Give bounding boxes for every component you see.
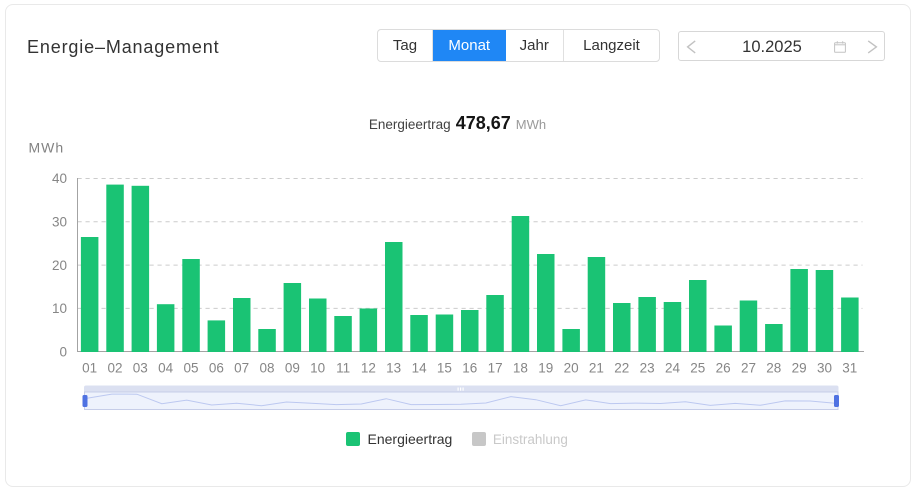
svg-text:0: 0 bbox=[59, 344, 67, 359]
svg-text:25: 25 bbox=[690, 360, 705, 375]
svg-text:28: 28 bbox=[766, 360, 781, 375]
svg-text:26: 26 bbox=[716, 360, 731, 375]
svg-text:22: 22 bbox=[614, 360, 629, 375]
svg-text:16: 16 bbox=[462, 360, 477, 375]
svg-text:21: 21 bbox=[589, 360, 604, 375]
svg-text:31: 31 bbox=[842, 360, 857, 375]
svg-text:13: 13 bbox=[386, 360, 401, 375]
svg-text:14: 14 bbox=[412, 360, 428, 375]
svg-text:18: 18 bbox=[513, 360, 528, 375]
svg-text:17: 17 bbox=[488, 360, 503, 375]
svg-text:11: 11 bbox=[336, 360, 350, 375]
svg-text:40: 40 bbox=[52, 171, 67, 186]
svg-text:10: 10 bbox=[310, 360, 325, 375]
svg-text:04: 04 bbox=[158, 360, 174, 375]
svg-text:06: 06 bbox=[209, 360, 224, 375]
svg-text:03: 03 bbox=[133, 360, 148, 375]
svg-text:01: 01 bbox=[82, 360, 97, 375]
svg-text:MWh: MWh bbox=[29, 140, 65, 156]
svg-text:12: 12 bbox=[361, 360, 376, 375]
svg-text:08: 08 bbox=[259, 360, 274, 375]
svg-text:30: 30 bbox=[817, 360, 832, 375]
svg-text:30: 30 bbox=[52, 215, 67, 230]
svg-text:20: 20 bbox=[564, 360, 579, 375]
svg-text:07: 07 bbox=[234, 360, 249, 375]
svg-text:10: 10 bbox=[52, 301, 67, 316]
svg-text:19: 19 bbox=[538, 360, 553, 375]
svg-text:23: 23 bbox=[640, 360, 655, 375]
svg-text:09: 09 bbox=[285, 360, 300, 375]
svg-text:29: 29 bbox=[792, 360, 807, 375]
svg-text:27: 27 bbox=[741, 360, 756, 375]
svg-text:15: 15 bbox=[437, 360, 452, 375]
svg-text:05: 05 bbox=[183, 360, 198, 375]
svg-text:02: 02 bbox=[107, 360, 122, 375]
svg-text:24: 24 bbox=[665, 360, 681, 375]
svg-text:20: 20 bbox=[52, 258, 67, 273]
